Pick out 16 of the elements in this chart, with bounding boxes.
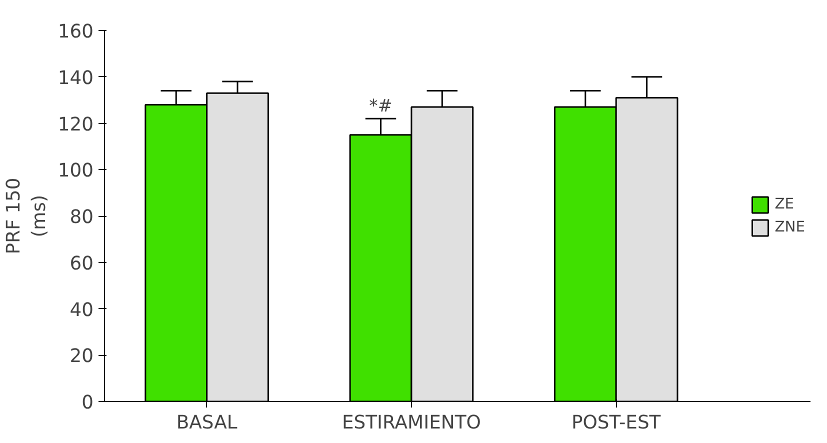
y-tick-label: 40: [70, 300, 94, 321]
legend-label: ZNE: [774, 218, 805, 236]
y-tick-label: 100: [58, 160, 94, 182]
x-tick-label: POST-EST: [571, 412, 662, 434]
y-tick-label: 20: [70, 346, 94, 368]
y-tick-label: 160: [58, 22, 94, 42]
y-axis-title: PRF 150 (ms): [4, 178, 50, 254]
x-tick-label: ESTIRAMIENTO: [342, 412, 481, 434]
x-tick-label: BASAL: [176, 412, 238, 434]
y-tick-label: 0: [82, 392, 94, 414]
y-tick-label: 80: [70, 207, 94, 228]
y-tick-label: 140: [58, 68, 94, 89]
legend-label: ZE: [774, 196, 795, 212]
y-tick-label: 120: [58, 114, 94, 136]
y-tick-label: 60: [70, 253, 94, 274]
annotation: *#: [369, 96, 392, 117]
